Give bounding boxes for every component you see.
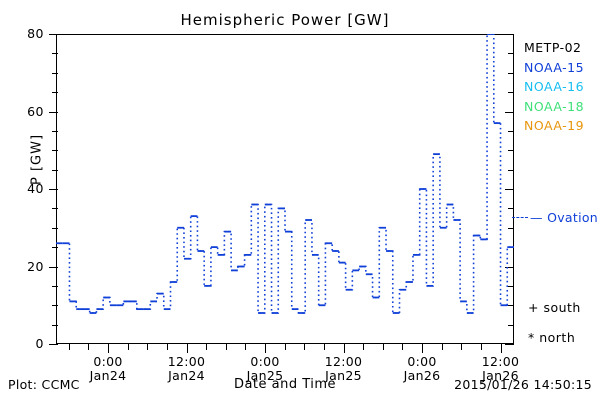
x-tick-label: 0:00 Jan26 — [377, 355, 467, 383]
x-tick-minor — [166, 344, 168, 350]
x-tick-minor — [147, 344, 149, 350]
satellite-legend: METP-02 NOAA-15 NOAA-16 NOAA-18 NOAA-19 — [524, 38, 584, 136]
y-tick-minor — [52, 247, 58, 249]
x-tick-major — [343, 344, 345, 353]
x-tick-minor — [284, 344, 286, 350]
x-tick-time: 12:00 — [324, 354, 363, 369]
y-tick-minor — [52, 227, 58, 229]
y-tick-minor-right — [508, 53, 514, 55]
x-tick-date: Jan25 — [325, 368, 362, 383]
ovation-label-line1: — Ovation — [530, 210, 599, 225]
y-tick-label: 60 — [27, 103, 44, 119]
y-tick-minor-right — [508, 227, 514, 229]
y-tick-label: 40 — [27, 181, 44, 196]
x-tick-major — [186, 344, 188, 353]
x-tick-major — [500, 344, 502, 353]
y-tick-minor — [52, 92, 58, 94]
x-tick-major — [108, 344, 109, 353]
x-tick-minor — [402, 344, 404, 350]
x-tick-time: 12:00 — [167, 354, 206, 369]
x-tick-label: 0:00 Jan24 — [63, 355, 153, 383]
ovation-prime-label: — Ovation Prime HPI — [530, 210, 600, 225]
y-tick-minor — [52, 130, 58, 132]
y-tick-major — [49, 344, 58, 345]
y-tick-minor — [52, 305, 58, 307]
x-tick-date: Jan26 — [403, 368, 441, 383]
x-tick-label: 12:00 Jan25 — [299, 355, 389, 383]
legend-item-noaa-19: NOAA-19 — [524, 118, 585, 133]
y-tick-minor-right — [508, 324, 514, 326]
y-tick-minor — [52, 285, 58, 287]
y-tick-minor-right — [508, 169, 514, 171]
x-tick-major — [422, 344, 423, 353]
y-tick-minor — [52, 150, 58, 152]
plot-frame — [56, 34, 514, 344]
north-symbol-label: * north — [528, 330, 576, 345]
y-tick-major-right — [505, 111, 514, 113]
x-tick-label: 0:00 Jan25 — [220, 355, 310, 383]
y-tick-major — [49, 34, 58, 35]
x-tick-label: 12:00 Jan24 — [142, 355, 232, 383]
y-tick-minor-right — [508, 285, 514, 287]
y-tick-label: 0 — [35, 336, 44, 351]
y-tick-major-right — [505, 266, 514, 268]
y-tick-minor — [52, 208, 58, 210]
y-tick-minor-right — [508, 72, 514, 74]
x-tick-minor — [68, 344, 70, 350]
y-tick-label: 20 — [27, 258, 44, 274]
y-tick-major-right — [505, 189, 514, 190]
x-tick-minor — [245, 344, 247, 350]
x-tick-minor — [382, 344, 384, 350]
x-tick-minor — [127, 344, 129, 350]
y-tick-minor — [52, 53, 58, 55]
x-tick-minor — [206, 344, 208, 350]
x-tick-date: Jan25 — [246, 368, 284, 383]
x-tick-label: 12:00 Jan26 — [456, 355, 546, 383]
x-tick-minor — [441, 344, 443, 350]
y-tick-major-right — [505, 344, 514, 345]
y-tick-major-right — [505, 34, 514, 35]
y-tick-major — [49, 266, 58, 268]
legend-item-noaa-15: NOAA-15 — [524, 59, 585, 75]
generated-timestamp: 2015/01/26 14:50:15 — [454, 377, 592, 392]
x-tick-date: Jan26 — [482, 368, 519, 383]
y-tick-minor — [52, 72, 58, 74]
page-title: Hemispheric Power [GW] — [180, 11, 390, 29]
y-tick-minor-right — [508, 208, 514, 210]
x-tick-minor — [363, 344, 365, 350]
y-tick-minor-right — [508, 305, 514, 307]
step-line-dotted — [56, 34, 514, 314]
x-tick-time: 0:00 — [93, 354, 123, 369]
y-tick-minor-right — [508, 130, 514, 132]
plot-source-label: Plot: CCMC — [8, 377, 80, 392]
y-tick-minor-right — [508, 150, 514, 152]
legend-item-noaa-18: NOAA-18 — [524, 98, 585, 114]
ovation-line-marker — [512, 217, 528, 218]
y-tick-major — [49, 189, 58, 190]
legend-item-metp-02: METP-02 — [524, 40, 582, 55]
x-tick-minor — [225, 344, 227, 350]
x-tick-minor — [88, 344, 90, 350]
x-tick-minor — [323, 344, 325, 350]
x-tick-time: 0:00 — [407, 354, 437, 369]
y-tick-minor — [52, 324, 58, 326]
data-series-ovation-prime-hpi — [56, 34, 514, 314]
x-tick-minor — [480, 344, 482, 350]
x-tick-minor — [304, 344, 306, 350]
y-tick-label: 80 — [27, 26, 44, 41]
x-tick-major — [265, 344, 266, 353]
x-axis-label: Date and Time — [233, 377, 337, 392]
south-symbol-label: + south — [528, 300, 581, 315]
x-tick-date: Jan24 — [89, 368, 127, 383]
x-tick-date: Jan24 — [168, 368, 205, 383]
x-tick-time: 0:00 — [250, 354, 280, 369]
y-tick-major — [49, 111, 58, 113]
legend-item-noaa-16: NOAA-16 — [524, 79, 585, 94]
x-tick-minor — [461, 344, 463, 350]
y-tick-minor-right — [508, 92, 514, 94]
x-tick-time: 12:00 — [481, 354, 520, 369]
y-tick-minor — [52, 169, 58, 171]
